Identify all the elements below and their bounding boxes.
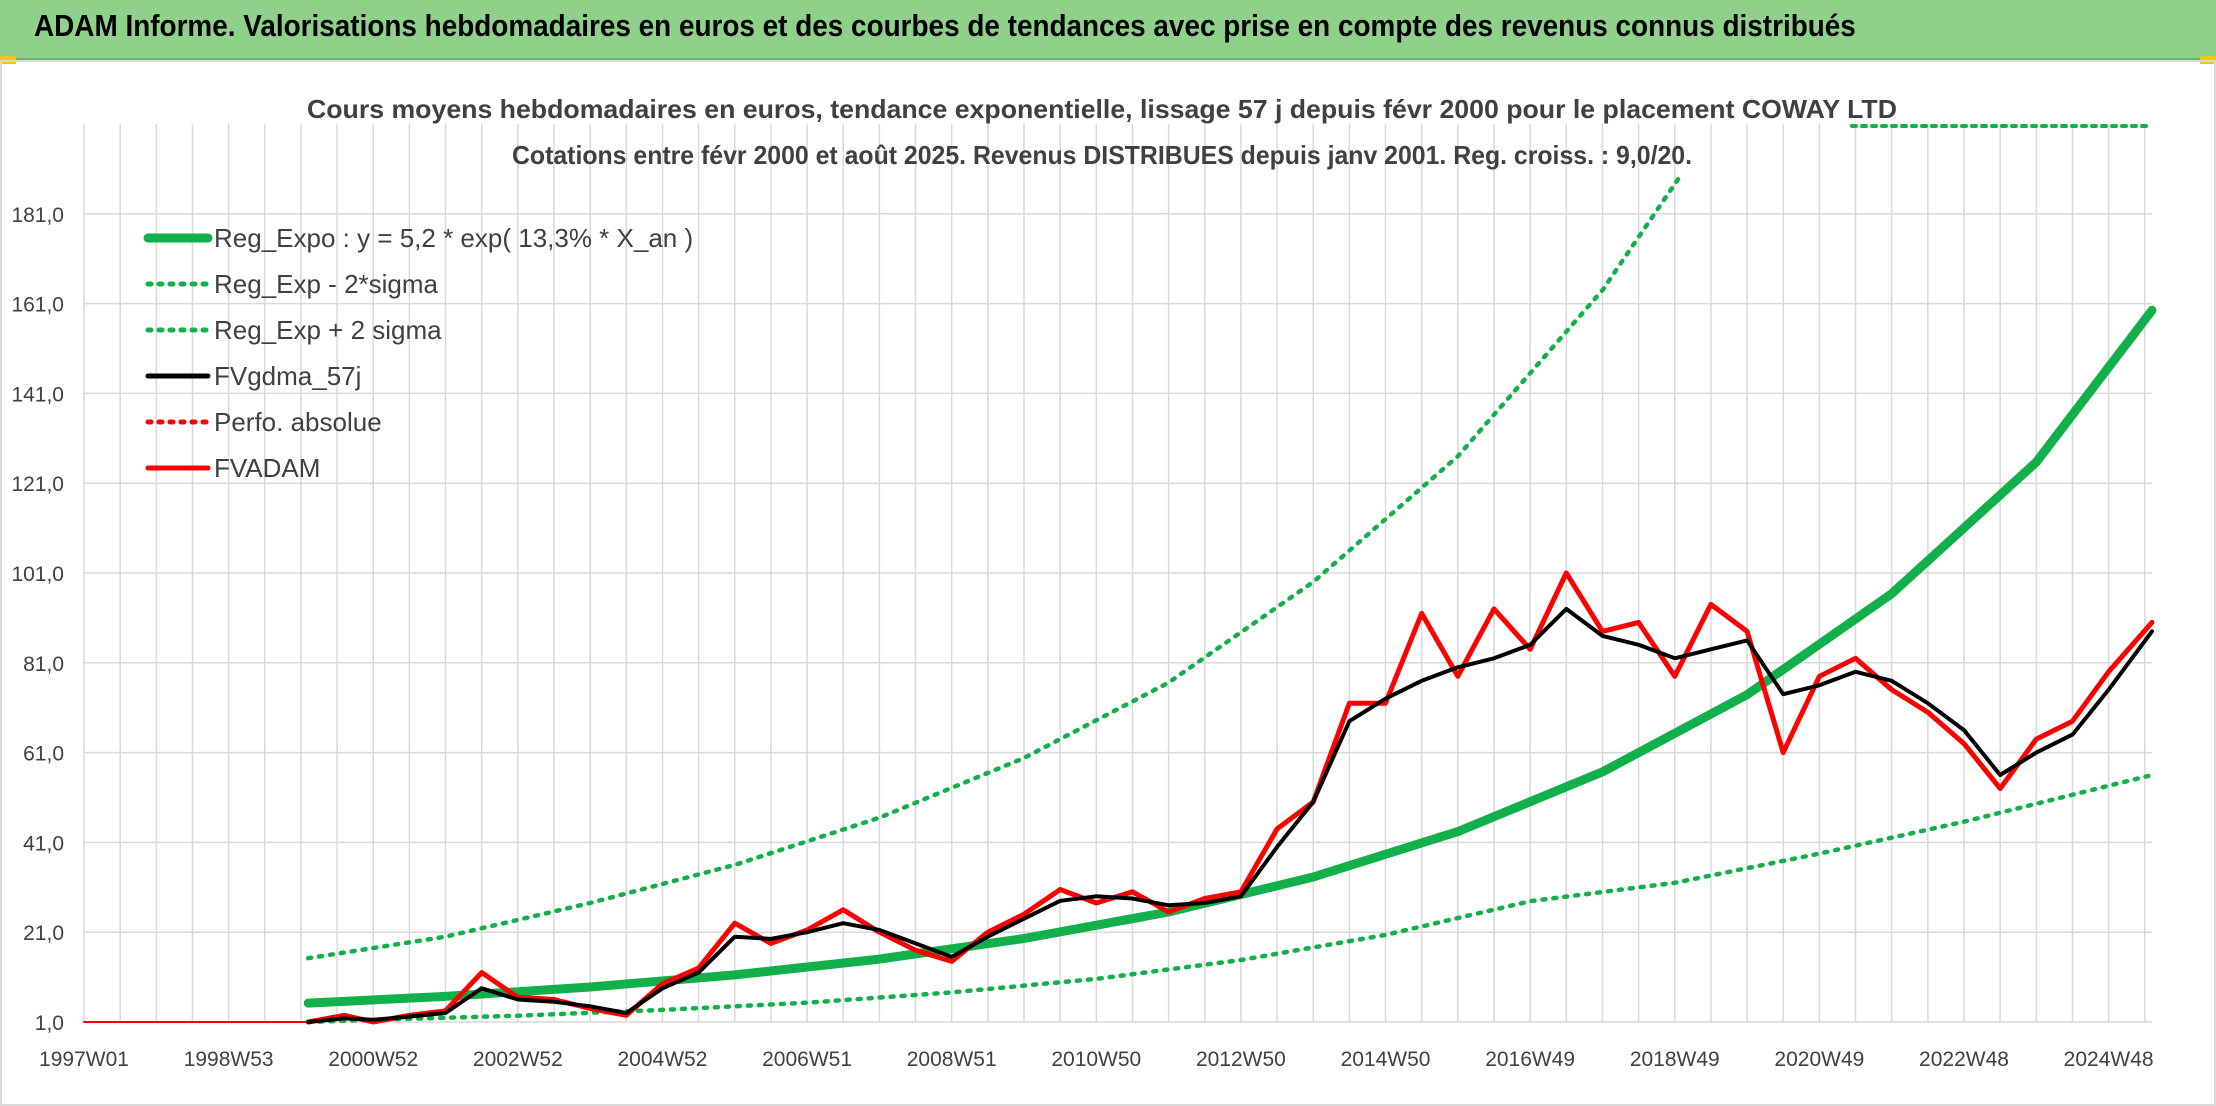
x-tick-label: 1997W01 <box>39 1048 129 1071</box>
y-tick-label: 141,0 <box>11 383 64 406</box>
y-tick-label: 21,0 <box>23 922 64 945</box>
y-tick-label: 1,0 <box>35 1012 64 1035</box>
y-tick-label: 181,0 <box>11 204 64 227</box>
series-lines <box>83 171 2157 1025</box>
legend: Reg_Expo : y = 5,2 * exp( 13,3% * X_an )… <box>143 223 693 483</box>
report-title: ADAM Informe. Valorisations hebdomadaire… <box>34 8 1856 43</box>
y-tick-label: 41,0 <box>23 832 64 855</box>
y-tick-label: 61,0 <box>23 743 64 766</box>
x-tick-label: 2014W50 <box>1341 1048 1431 1071</box>
legend-label-4: Perfo. absolue <box>214 407 382 437</box>
legend-label-3: FVgdma_57j <box>214 361 361 391</box>
x-tick-label: 2004W52 <box>618 1048 708 1071</box>
series-line-2 <box>305 171 1685 961</box>
legend-label-2: Reg_Exp + 2 sigma <box>214 315 442 345</box>
x-tick-label: 2022W48 <box>1919 1048 2009 1071</box>
x-tick-label: 2018W49 <box>1630 1048 1720 1071</box>
x-tick-label: 2002W52 <box>473 1048 563 1071</box>
series-line-5 <box>305 570 2155 1025</box>
axes: 1,0 21,0 41,0 61,0 81,0 101,0 121,0 141,0 161,0 1… <box>11 204 2153 1071</box>
x-tick-label: 2006W51 <box>762 1048 852 1071</box>
legend-label-5: FVADAM <box>214 453 320 483</box>
x-tick-label: 2010W50 <box>1051 1048 1141 1071</box>
y-tick-label: 161,0 <box>11 294 64 317</box>
chart-subtitle: Cotations entre févr 2000 et août 2025. … <box>512 140 1692 170</box>
y-tick-label: 121,0 <box>11 473 64 496</box>
x-tick-label: 2008W51 <box>907 1048 997 1071</box>
x-tick-label: 2016W49 <box>1485 1048 1575 1071</box>
series-line-3 <box>306 606 2154 1024</box>
x-tick-label: 2012W50 <box>1196 1048 1286 1071</box>
report-banner: ADAM Informe. Valorisations hebdomadaire… <box>0 0 2216 60</box>
chart-frame <box>0 60 2216 1106</box>
legend-label-1: Reg_Exp - 2*sigma <box>214 269 439 299</box>
x-tick-label: 1998W53 <box>184 1048 274 1071</box>
series-line-1 <box>305 772 2155 1025</box>
x-tick-label: 2020W49 <box>1774 1048 1864 1071</box>
y-tick-label: 101,0 <box>11 563 64 586</box>
grid <box>83 124 2152 1023</box>
chart-title: Cours moyens hebdomadaires en euros, ten… <box>307 94 1897 124</box>
x-tick-label: 2000W52 <box>328 1048 418 1071</box>
legend-label-0: Reg_Expo : y = 5,2 * exp( 13,3% * X_an ) <box>214 223 693 253</box>
y-tick-label: 81,0 <box>23 653 64 676</box>
x-tick-label: 2024W48 <box>2064 1048 2154 1071</box>
